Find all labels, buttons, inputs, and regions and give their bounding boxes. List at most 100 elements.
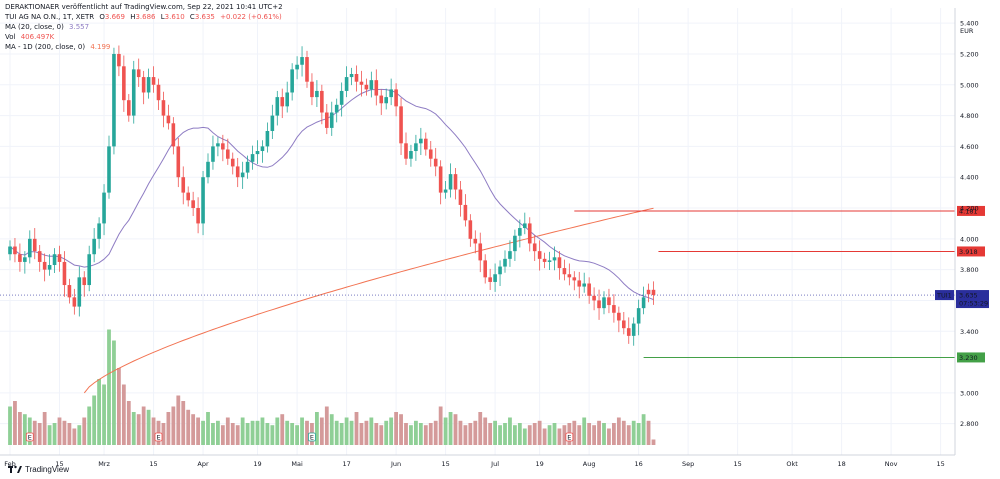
symbol-tag: TUI1 xyxy=(936,292,952,300)
volume-bar xyxy=(646,420,651,445)
candle-body xyxy=(498,266,502,275)
volume-bar xyxy=(359,423,364,445)
candle-body xyxy=(230,158,235,167)
x-tick-label: Aug xyxy=(583,460,596,468)
candle-body xyxy=(216,143,220,147)
volume-bar xyxy=(537,420,542,445)
volume-bar xyxy=(27,417,32,445)
ma20-legend[interactable]: MA (20, close, 0) 3.557 xyxy=(5,23,89,32)
time-axis[interactable]: Feb 15 Mrz 15 Apr 19 Mai 17 Jun 15 Jul 19 Aug 16 Sep 15… xyxy=(4,460,944,468)
candle-body xyxy=(384,97,388,104)
candle-body xyxy=(592,295,596,301)
candle-body xyxy=(127,100,131,116)
volume-bar xyxy=(329,414,334,445)
volume-bar xyxy=(621,420,626,445)
volume-bar xyxy=(151,417,156,445)
x-tick-label: 15 xyxy=(149,460,157,468)
candle-body xyxy=(13,246,17,255)
candle-body xyxy=(62,261,67,286)
volume-bar xyxy=(344,417,349,445)
candle-body xyxy=(285,92,289,107)
candle-body xyxy=(339,90,344,105)
event-marker-label: E xyxy=(28,433,32,441)
volume-bar xyxy=(394,412,398,445)
high-value: 3.686 xyxy=(135,13,156,21)
volume-bar xyxy=(112,340,116,445)
volume-bar xyxy=(186,409,191,445)
volume-bar xyxy=(265,423,270,445)
volume-bar xyxy=(201,420,205,445)
volume-bar xyxy=(612,423,616,445)
candle-body xyxy=(265,130,270,147)
candle-body xyxy=(369,80,374,90)
volume-bar xyxy=(196,417,200,445)
open-label: O xyxy=(99,13,105,21)
volume-bar xyxy=(557,428,562,445)
volume-bar xyxy=(181,401,186,445)
candle-body xyxy=(255,151,260,155)
volume-bar xyxy=(374,423,379,445)
volume-bar xyxy=(488,423,493,445)
volume-bar xyxy=(107,329,111,445)
candle-body xyxy=(344,77,349,91)
candle-body xyxy=(651,289,656,296)
volume-bar xyxy=(290,423,295,445)
candle-body xyxy=(329,112,334,128)
candle-body xyxy=(527,223,532,244)
volume-bar xyxy=(295,425,299,445)
volume-bar xyxy=(250,420,255,445)
change-value: +0.022 (+0.61%) xyxy=(220,13,282,21)
candle-body xyxy=(206,161,210,178)
candle-body xyxy=(23,257,27,262)
candle-body xyxy=(235,166,240,178)
volume-bar xyxy=(577,425,582,445)
candle-body xyxy=(32,238,37,252)
symbol-name: TUI AG NA O.N., 1T, XETR xyxy=(5,13,95,21)
candle-body xyxy=(478,243,483,261)
volume-bar xyxy=(389,417,394,445)
candle-body xyxy=(458,189,463,205)
volume-bar xyxy=(508,417,512,445)
y-tick-label: 5.000 xyxy=(960,81,979,89)
price-axis[interactable]: 5.400 5.200 5.000 4.800 4.600 4.400 4.200 4.000… xyxy=(960,20,979,429)
volume-bar xyxy=(369,417,374,445)
candle-body xyxy=(646,289,651,295)
ma20-legend-label: MA (20, close, 0) xyxy=(5,23,64,31)
level-label-bg xyxy=(957,246,985,257)
level-label-bg xyxy=(957,205,985,216)
tradingview-brand: TradingView xyxy=(25,465,70,474)
volume-legend[interactable]: Vol 406.497K xyxy=(5,33,54,42)
close-value: 3.635 xyxy=(194,13,215,21)
candle-body xyxy=(349,73,354,78)
candle-body xyxy=(37,251,42,262)
ma200-legend[interactable]: MA - 1D (200, close, 0) 4.199 xyxy=(5,43,110,52)
candle-body xyxy=(196,208,200,224)
volume-bar xyxy=(52,423,57,445)
volume-bar xyxy=(57,417,62,445)
volume-bar xyxy=(260,417,265,445)
volume-bar xyxy=(399,414,403,445)
volume-bar xyxy=(82,417,87,445)
candle-body xyxy=(131,69,136,116)
candle-body xyxy=(310,81,314,98)
volume-bar xyxy=(616,417,621,445)
x-tick-label: Mai xyxy=(291,460,303,468)
volume-bar xyxy=(319,417,324,445)
y-tick-label: 4.800 xyxy=(960,112,979,120)
volume-bar xyxy=(602,423,606,445)
volume-bar xyxy=(285,420,290,445)
candle-body xyxy=(72,297,77,307)
y-tick-label: 5.200 xyxy=(960,50,979,58)
candle-body xyxy=(97,223,101,239)
candle-body xyxy=(404,143,408,159)
y-tick-label: 5.400 xyxy=(960,20,979,28)
candle-body xyxy=(513,235,517,252)
volume-bar xyxy=(404,423,408,445)
volume-bar xyxy=(275,417,280,445)
tradingview-footer[interactable]: TradingView xyxy=(8,465,69,474)
symbol-line: TUI AG NA O.N., 1T, XETR O3.669 H3.686 L… xyxy=(5,13,282,22)
candle-body xyxy=(42,261,47,270)
volume-bar xyxy=(527,425,532,445)
volume-bar xyxy=(453,414,458,445)
